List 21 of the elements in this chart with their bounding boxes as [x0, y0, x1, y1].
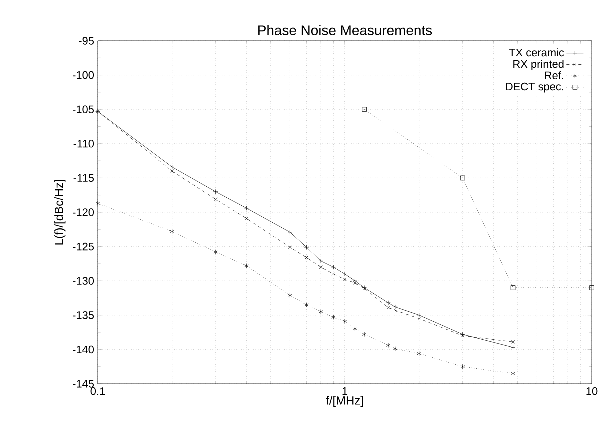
y-tick-label: -145: [73, 380, 94, 388]
y-tick-label: -125: [73, 242, 94, 251]
x-tick-label: 10: [586, 388, 598, 396]
y-tick-label: -120: [73, 208, 94, 216]
legend-label: TX ceramic: [509, 48, 564, 57]
y-tick-label: -105: [73, 106, 94, 114]
chart-title: Phase Noise Measurements: [258, 25, 432, 36]
y-tick-label: -115: [74, 174, 94, 182]
y-tick-label: -135: [73, 312, 94, 320]
y-axis-title: L(f)/[dBc/Hz]: [54, 180, 66, 245]
y-tick-label: -130: [73, 277, 94, 285]
y-tick-label: -95: [79, 37, 94, 45]
y-tick-label: -100: [73, 71, 94, 80]
x-tick-label: 0.1: [90, 388, 106, 396]
legend-label: Ref.: [545, 71, 564, 80]
y-tick-label: -140: [73, 346, 94, 354]
y-tick-label: -110: [74, 140, 94, 148]
x-axis-title: f/[MHz]: [326, 396, 364, 408]
legend-label: RX printed: [514, 60, 564, 70]
legend-label: DECT spec.: [506, 82, 564, 93]
x-tick-label: 1: [342, 388, 348, 396]
